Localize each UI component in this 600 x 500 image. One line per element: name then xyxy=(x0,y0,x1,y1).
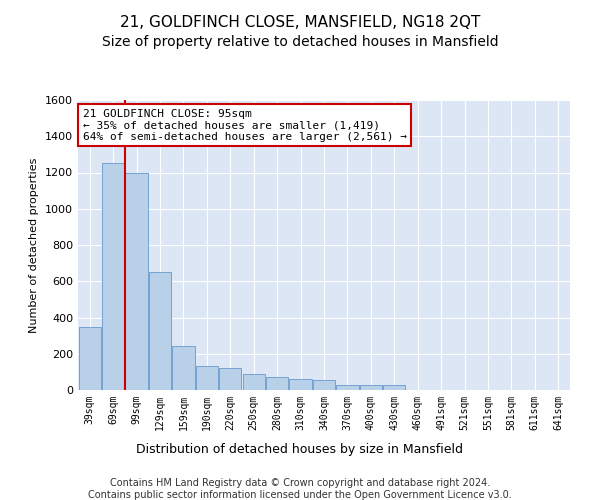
Bar xyxy=(289,379,312,390)
Bar xyxy=(266,378,288,390)
Bar xyxy=(337,384,359,390)
Y-axis label: Number of detached properties: Number of detached properties xyxy=(29,158,40,332)
Bar xyxy=(242,374,265,390)
Text: Contains public sector information licensed under the Open Government Licence v3: Contains public sector information licen… xyxy=(88,490,512,500)
Bar xyxy=(102,164,124,390)
Bar xyxy=(360,384,382,390)
Bar xyxy=(219,368,241,390)
Text: Size of property relative to detached houses in Mansfield: Size of property relative to detached ho… xyxy=(101,35,499,49)
Text: 21, GOLDFINCH CLOSE, MANSFIELD, NG18 2QT: 21, GOLDFINCH CLOSE, MANSFIELD, NG18 2QT xyxy=(120,15,480,30)
Text: Distribution of detached houses by size in Mansfield: Distribution of detached houses by size … xyxy=(137,442,464,456)
Bar xyxy=(125,172,148,390)
Text: Contains HM Land Registry data © Crown copyright and database right 2024.: Contains HM Land Registry data © Crown c… xyxy=(110,478,490,488)
Bar xyxy=(196,366,218,390)
Bar xyxy=(79,326,101,390)
Bar xyxy=(313,380,335,390)
Bar xyxy=(149,272,171,390)
Bar xyxy=(383,386,406,390)
Text: 21 GOLDFINCH CLOSE: 95sqm
← 35% of detached houses are smaller (1,419)
64% of se: 21 GOLDFINCH CLOSE: 95sqm ← 35% of detac… xyxy=(83,108,407,142)
Bar xyxy=(172,346,194,390)
